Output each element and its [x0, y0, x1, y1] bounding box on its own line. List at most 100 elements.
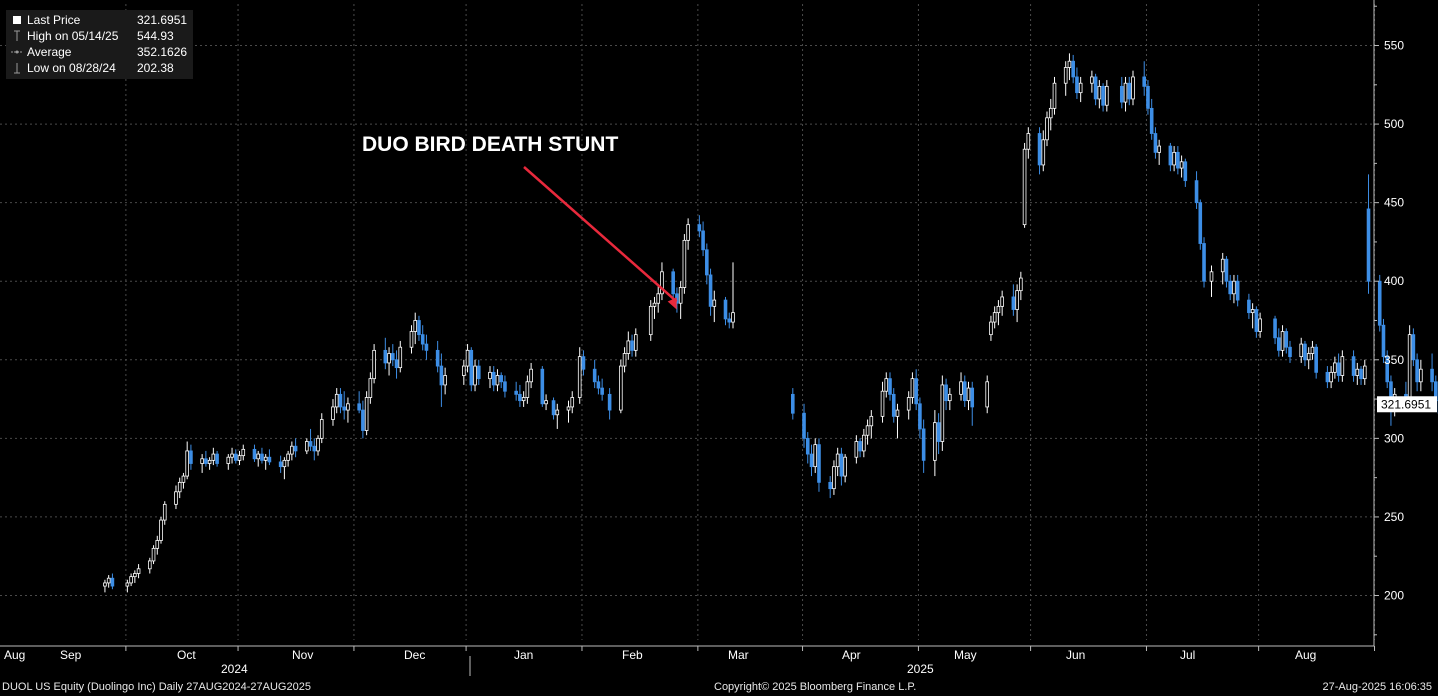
candle-up	[1220, 252, 1225, 285]
candle-body	[305, 441, 309, 452]
x-month-label: Dec	[404, 648, 425, 662]
candle-down	[260, 447, 264, 464]
candle-up	[1052, 76, 1057, 115]
last-price-tag	[1377, 396, 1437, 413]
candle-body	[813, 444, 818, 468]
candle-body	[1048, 107, 1053, 119]
candle-up	[1015, 284, 1019, 323]
candle-up	[529, 362, 533, 389]
candle-up	[106, 575, 111, 588]
candle-body	[1336, 362, 1341, 376]
candle-up	[1048, 98, 1053, 131]
candle-body	[933, 422, 937, 461]
candle-down	[1366, 174, 1371, 294]
candle-body	[1220, 258, 1225, 273]
candle-down	[1247, 293, 1251, 319]
candle-body	[1310, 346, 1315, 354]
candle-body	[233, 453, 238, 461]
candle-body	[1131, 76, 1135, 100]
candle-up	[398, 340, 403, 373]
candle-body	[592, 368, 597, 383]
candle-up	[843, 454, 847, 483]
annotation-arrowhead	[667, 297, 677, 310]
x-month-label: Aug	[1295, 648, 1316, 662]
candle-down	[936, 413, 941, 455]
candle-body	[278, 461, 283, 468]
candle-body	[1022, 148, 1027, 226]
candle-up	[1209, 265, 1214, 297]
candle-body	[1026, 133, 1031, 150]
candle-body	[989, 321, 993, 336]
y-tick-label: 250	[1384, 510, 1404, 524]
candle-down	[361, 400, 365, 439]
candle-body	[189, 450, 193, 464]
x-month-label: Sep	[60, 648, 82, 662]
candle-up	[207, 457, 212, 470]
candle-body	[551, 400, 556, 416]
candle-body	[966, 387, 971, 402]
candle-body	[910, 378, 915, 398]
candle-up	[895, 403, 900, 439]
candle-body	[1355, 368, 1360, 376]
candle-body	[1228, 280, 1232, 295]
candle-down	[424, 334, 429, 360]
candle-body	[985, 381, 989, 408]
candle-down	[921, 419, 926, 473]
candle-body	[331, 406, 335, 420]
candle-up	[465, 344, 470, 373]
candle-up	[869, 410, 874, 439]
candle-down	[828, 476, 832, 499]
candle-body	[316, 437, 320, 452]
candle-body	[1157, 145, 1161, 153]
candle-up	[1105, 80, 1109, 112]
candle-up	[305, 438, 309, 455]
candle-up	[1179, 155, 1184, 178]
candle-up	[959, 372, 963, 401]
candle-body	[544, 400, 548, 405]
candle-body	[555, 409, 560, 416]
candle-up	[346, 397, 350, 423]
candle-body	[1359, 368, 1363, 380]
candle-body	[1093, 76, 1098, 100]
x-month-label: Jan	[514, 648, 533, 662]
candle-up	[155, 535, 160, 555]
candle-up	[290, 441, 294, 461]
candle-up	[1123, 76, 1128, 112]
y-tick-label: 300	[1384, 431, 1404, 445]
candle-body	[1105, 85, 1109, 106]
y-tick-label: 550	[1384, 39, 1404, 53]
candle-body	[1041, 139, 1046, 166]
candle-body	[495, 375, 500, 386]
candle-up	[185, 441, 189, 480]
candle-up	[1172, 146, 1176, 172]
candle-up	[862, 428, 866, 458]
candle-body	[1067, 60, 1072, 68]
candle-down	[278, 455, 283, 473]
candle-body	[944, 384, 948, 402]
candle-body	[133, 573, 137, 578]
candle-down	[189, 444, 193, 470]
candle-body	[200, 458, 204, 464]
candle-body	[387, 353, 391, 364]
candle-body	[577, 356, 582, 398]
candle-down	[1359, 366, 1363, 385]
candle-up	[319, 413, 324, 444]
candle-body	[809, 453, 814, 468]
candle-down	[518, 384, 522, 407]
candle-body	[293, 445, 298, 452]
candle-down	[630, 334, 634, 357]
candle-body	[260, 453, 264, 461]
candle-down	[499, 372, 504, 389]
candle-down	[1377, 274, 1382, 332]
candle-body	[1209, 271, 1214, 282]
candle-down	[805, 432, 810, 464]
candle-down	[1235, 274, 1240, 307]
candle-body	[1097, 85, 1102, 100]
candle-body	[1303, 343, 1307, 361]
candle-body	[1172, 151, 1176, 166]
x-month-label: Oct	[177, 648, 196, 662]
y-tick-label: 450	[1384, 196, 1404, 210]
candle-body	[832, 466, 836, 490]
x-month-label: Jun	[1066, 648, 1085, 662]
candle-up	[1063, 61, 1068, 96]
